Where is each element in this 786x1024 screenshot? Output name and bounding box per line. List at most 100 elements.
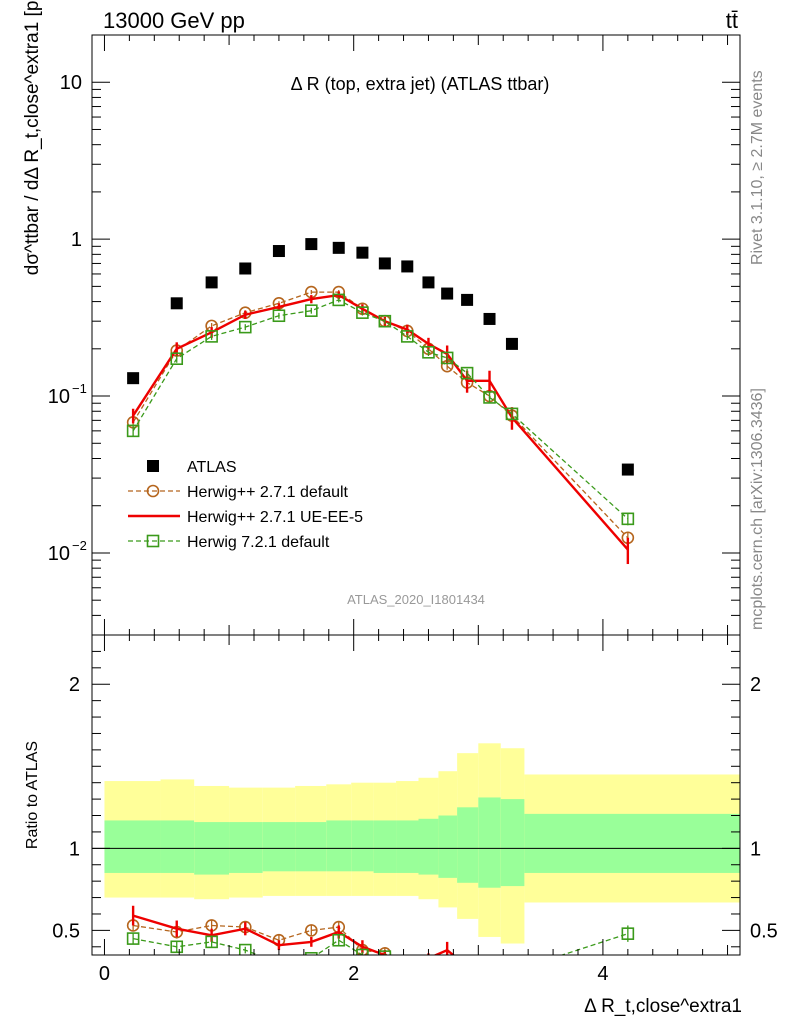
data-point (378, 257, 391, 270)
y-tick-label: 10 (48, 386, 70, 408)
data-point (305, 304, 318, 317)
chart-title: Δ R (top, extra jet) (ATLAS ttbar) (291, 74, 550, 94)
band-inner-bin (160, 820, 195, 873)
mcplots-label: mcplots.cern.ch [arXiv:1306.3436] (749, 388, 766, 630)
data-point (273, 958, 284, 969)
ratio-panel (92, 743, 740, 944)
band-inner-bin (351, 820, 374, 872)
data-point (356, 306, 369, 319)
data-point (422, 276, 435, 289)
y-tick-label: 2 (69, 674, 80, 696)
x-tick-label: 4 (597, 963, 608, 985)
x-tick-label: 2 (348, 963, 359, 985)
data-point (401, 260, 414, 273)
legend: ATLAS Herwig++ 2.7.1 default Herwig++ 2.7.… (128, 459, 363, 551)
data-point (621, 463, 634, 476)
data-point (205, 935, 218, 949)
band-inner-bin (229, 822, 263, 873)
data-point (146, 534, 160, 548)
data-point (442, 971, 453, 982)
y-tick-exponent: −1 (72, 381, 87, 396)
data-point (378, 314, 392, 328)
series-line (132, 293, 629, 551)
band-inner-bin (262, 822, 296, 872)
data-point (460, 366, 474, 380)
y-tick-label: 1 (69, 838, 80, 860)
rivet-label: Rivet 3.1.10, ≥ 2.7M events (749, 70, 766, 265)
data-point (400, 330, 414, 343)
data-point (484, 971, 495, 982)
series-line (132, 299, 629, 520)
band-inner-bin (373, 820, 397, 873)
data-point (239, 262, 252, 275)
data-point (402, 966, 413, 977)
data-point (305, 924, 318, 937)
data-point (332, 293, 346, 307)
series-line (132, 933, 629, 955)
main-ylabel-text: dσ^ttbar / dΔ R_t,close^extra1 [pb] (22, 0, 43, 275)
data-point (505, 407, 519, 421)
y-tick-label: 0.5 (52, 920, 80, 942)
band-inner-bin (104, 820, 161, 873)
data-point (462, 972, 473, 983)
data-point (305, 951, 318, 955)
data-point (461, 293, 474, 306)
watermark: ATLAS_2020_I1801434 (347, 592, 485, 607)
data-point (483, 312, 496, 325)
y-tick-label: 2 (750, 674, 761, 696)
y-tick-label: 10 (60, 72, 82, 94)
data-point (356, 948, 369, 955)
ratio-frame (91, 634, 741, 956)
data-point (332, 241, 345, 254)
band-inner-bin (438, 815, 458, 878)
x-axis-label: Δ R_t,close^extra1 (584, 996, 742, 1017)
y-tick-label: 1 (71, 229, 82, 251)
data-point (332, 933, 346, 947)
data-point (621, 927, 635, 940)
data-point (440, 351, 454, 365)
data-point (205, 276, 218, 289)
data-point (378, 950, 392, 955)
data-point (272, 309, 286, 323)
data-point (205, 330, 218, 343)
y-tick-exponent: −2 (72, 538, 87, 553)
data-point (402, 958, 413, 969)
legend-label: Herwig++ 2.7.1 UE-EE-5 (187, 509, 363, 526)
band-inner-bin (418, 818, 439, 875)
legend-label: Herwig 7.2.1 default (187, 534, 330, 551)
series-line (132, 914, 456, 955)
data-point (146, 484, 160, 498)
data-point (272, 245, 285, 258)
y-tick-label: 0.5 (750, 920, 778, 942)
series-line (132, 291, 629, 539)
band-inner-bin (457, 807, 479, 883)
data-point (506, 966, 517, 977)
data-point (170, 352, 184, 365)
data-point (127, 372, 140, 385)
band-inner-bin (524, 813, 740, 873)
legend-label: Herwig++ 2.7.1 default (187, 484, 349, 501)
data-point (422, 346, 435, 359)
data-point (238, 943, 252, 955)
data-point (238, 320, 252, 334)
y-tick-label: 10 (48, 543, 70, 565)
band-inner-bin (326, 820, 352, 872)
data-point (441, 287, 454, 300)
data-point (126, 424, 140, 438)
data-point (483, 391, 496, 404)
band-inner-bin (295, 822, 327, 872)
data-point (423, 966, 434, 977)
data-point (505, 337, 518, 350)
data-point (126, 932, 140, 945)
header-right: tt̄ (726, 8, 738, 33)
data-point (170, 297, 183, 310)
data-point (147, 460, 159, 472)
data-point (621, 512, 635, 526)
band-inner-bin (500, 799, 525, 887)
data-point (170, 940, 184, 954)
legend-label: ATLAS (187, 459, 237, 476)
band-inner-bin (478, 797, 501, 888)
header-left: 13000 GeV pp (103, 8, 245, 33)
x-tick-label: 0 (99, 963, 110, 985)
